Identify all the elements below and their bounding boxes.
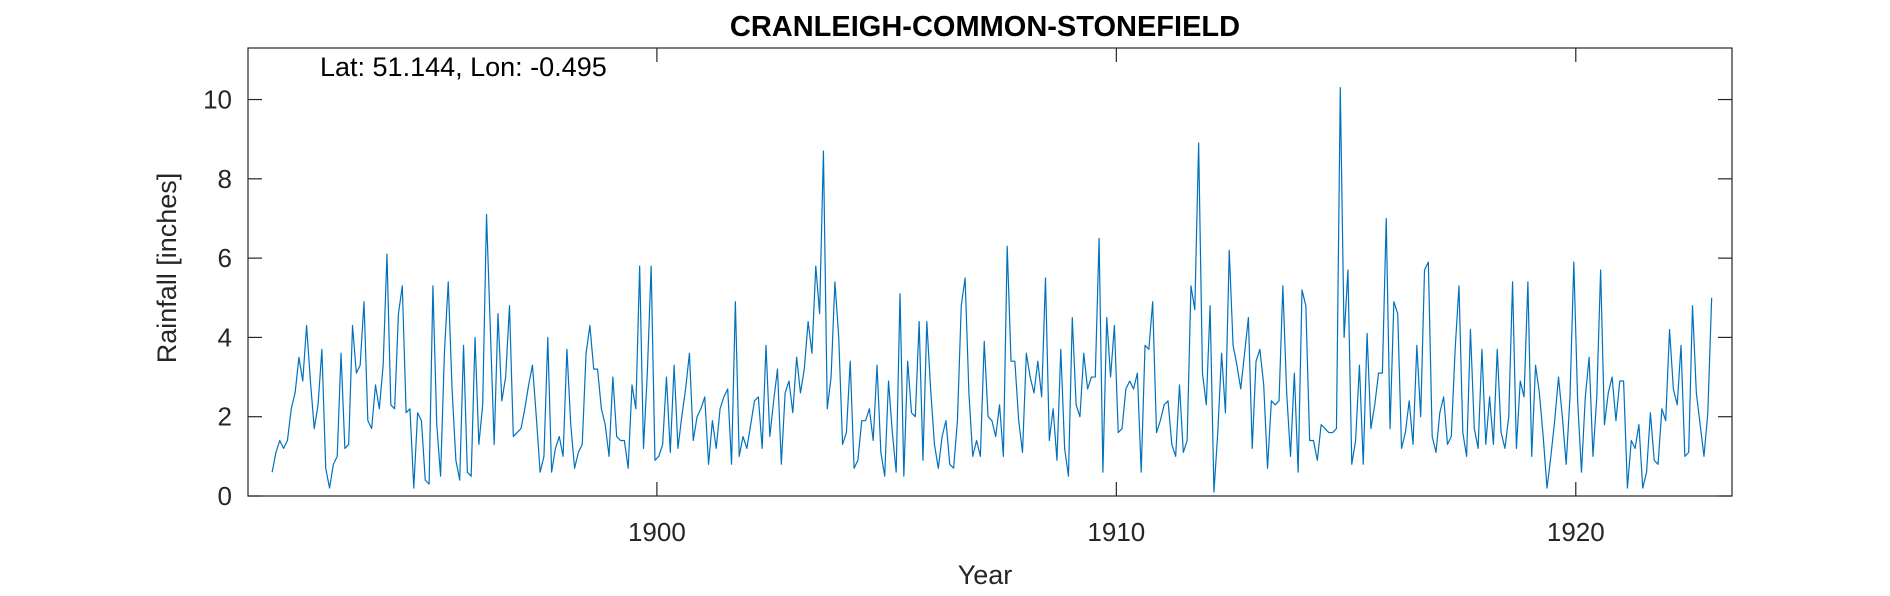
x-axis-label: Year (958, 560, 1013, 590)
y-tick-label: 6 (218, 243, 232, 273)
location-annotation: Lat: 51.144, Lon: -0.495 (320, 52, 607, 82)
y-tick-label: 10 (203, 85, 232, 115)
axes (247, 47, 1733, 497)
y-tick-label: 4 (218, 322, 232, 352)
plot-area-box (247, 47, 1733, 497)
rainfall-series-line (271, 87, 1713, 493)
y-axis-label: Rainfall [inches] (152, 173, 182, 364)
x-tick-label: 1920 (1547, 517, 1605, 547)
y-tick-label: 8 (218, 164, 232, 194)
series-layer (271, 87, 1713, 493)
y-tick-label: 2 (218, 402, 232, 432)
y-tick-label: 0 (218, 481, 232, 511)
x-tick-label: 1900 (628, 517, 686, 547)
ticks: 1900 1910 1920 0 2 4 6 8 10 (203, 48, 1732, 547)
chart-title: CRANLEIGH-COMMON-STONEFIELD (730, 11, 1240, 43)
x-tick-label: 1910 (1087, 517, 1145, 547)
